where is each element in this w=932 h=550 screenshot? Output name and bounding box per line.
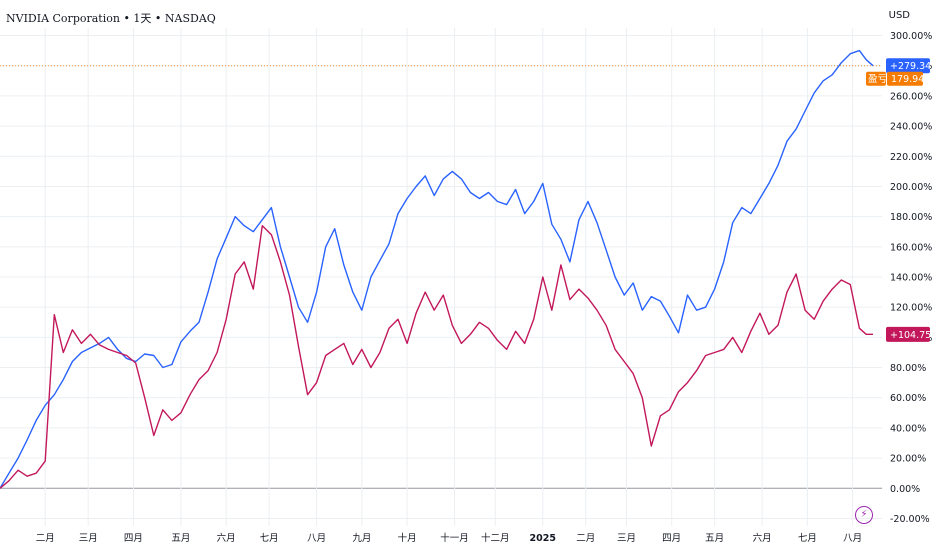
x-tick-label: 二月: [576, 533, 595, 544]
y-tick-label: 80.00%: [890, 363, 926, 374]
x-tick-label: 八月: [307, 533, 326, 544]
y-tick-label: 40.00%: [890, 423, 926, 434]
x-tick-label: 六月: [217, 532, 236, 544]
x-tick-label: 七月: [260, 533, 279, 544]
last-value-tag-blue: +279.34%: [886, 58, 932, 74]
x-tick-label: 二月: [36, 533, 55, 544]
y-tick-label: 220.00%: [890, 152, 932, 163]
y-tick-label: 0.00%: [890, 484, 920, 495]
x-tick-label: 十月: [398, 532, 417, 544]
y-tick-label: 120.00%: [890, 303, 932, 314]
x-tick-label: 五月: [705, 533, 724, 544]
x-tick-label: 三月: [79, 533, 98, 544]
x-tick-label: 十二月: [481, 532, 510, 544]
y-tick-label: 20.00%: [890, 454, 926, 465]
x-tick-label: 四月: [662, 533, 681, 544]
y-tick-label: 140.00%: [890, 273, 932, 284]
svg-text:+279.34%: +279.34%: [890, 61, 932, 72]
x-tick-label: 五月: [171, 533, 190, 544]
x-tick-label: 2025: [530, 533, 556, 544]
series-line-crimson[interactable]: [0, 224, 873, 489]
y-tick-label: 260.00%: [890, 91, 932, 102]
y-tick-label: 200.00%: [890, 182, 932, 193]
x-tick-label: 三月: [617, 533, 636, 544]
price-tag-value: 179.94: [891, 74, 924, 85]
y-tick-label: 240.00%: [890, 122, 932, 133]
y-tick-label: 60.00%: [890, 393, 926, 404]
x-tick-label: 四月: [124, 533, 143, 544]
chart-title: NVIDIA Corporation • 1天 • NASDAQ: [6, 12, 216, 25]
y-tick-label: 300.00%: [890, 31, 932, 42]
y-tick-label: 180.00%: [890, 212, 932, 223]
lightning-icon[interactable]: ⚡: [855, 506, 873, 524]
price-tag: 盈亏 179.94: [866, 71, 924, 86]
last-value-tag-crimson: +104.75%: [886, 326, 932, 342]
x-tick-label: 八月: [843, 533, 862, 544]
series-line-blue[interactable]: [0, 49, 874, 489]
price-tag-label: 盈亏: [868, 74, 887, 85]
x-tick-label: 十一月: [440, 532, 469, 544]
svg-text:+104.75%: +104.75%: [890, 330, 932, 341]
y-tick-label: -20.00%: [890, 514, 930, 525]
x-tick-label: 七月: [798, 533, 817, 544]
x-tick-label: 六月: [753, 532, 772, 544]
y-tick-label: 160.00%: [890, 242, 932, 253]
currency-label[interactable]: USD: [888, 10, 910, 21]
x-tick-label: 九月: [352, 532, 371, 544]
